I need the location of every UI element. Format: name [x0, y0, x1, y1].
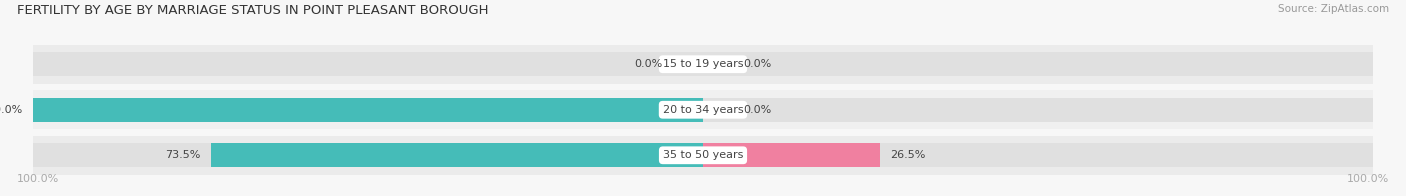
- Text: 35 to 50 years: 35 to 50 years: [662, 150, 744, 160]
- Text: Source: ZipAtlas.com: Source: ZipAtlas.com: [1278, 4, 1389, 14]
- Bar: [34, 90, 1372, 129]
- Bar: [34, 45, 1372, 84]
- Text: 0.0%: 0.0%: [634, 59, 662, 69]
- Bar: [34, 136, 1372, 175]
- Text: 73.5%: 73.5%: [166, 150, 201, 160]
- Text: 15 to 19 years: 15 to 19 years: [662, 59, 744, 69]
- Text: 20 to 34 years: 20 to 34 years: [662, 105, 744, 115]
- Bar: [34, 98, 703, 122]
- Text: 100.0%: 100.0%: [17, 174, 59, 184]
- Text: 26.5%: 26.5%: [890, 150, 925, 160]
- Bar: [34, 143, 1372, 167]
- Bar: [211, 143, 703, 167]
- Bar: [34, 52, 1372, 76]
- Bar: [34, 98, 1372, 122]
- Text: 0.0%: 0.0%: [744, 59, 772, 69]
- Bar: [703, 143, 880, 167]
- Text: FERTILITY BY AGE BY MARRIAGE STATUS IN POINT PLEASANT BOROUGH: FERTILITY BY AGE BY MARRIAGE STATUS IN P…: [17, 4, 488, 17]
- Text: 100.0%: 100.0%: [0, 105, 24, 115]
- Text: 100.0%: 100.0%: [1347, 174, 1389, 184]
- Text: 0.0%: 0.0%: [744, 105, 772, 115]
